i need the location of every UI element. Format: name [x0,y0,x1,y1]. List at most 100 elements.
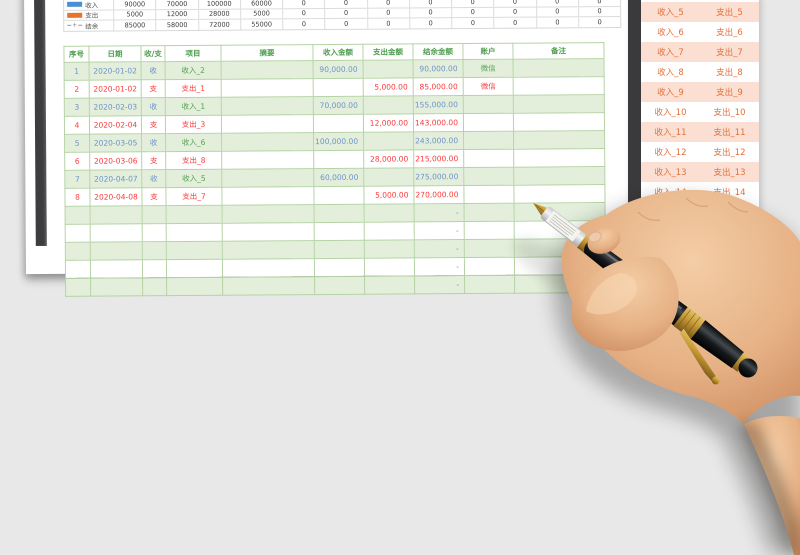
chart-table-value-cell[interactable]: 0 [283,19,326,29]
ledger-cell[interactable]: 2020-03-05 [89,133,142,153]
ledger-cell[interactable]: 12,000.00 [363,113,414,133]
expense-category-cell[interactable]: 支出_5 [716,8,743,18]
chart-table-value-cell[interactable]: 0 [452,17,495,28]
ledger-cell[interactable] [90,223,143,243]
chart-table-value-cell[interactable]: 90000 [114,0,157,9]
expense-category-cell[interactable]: 支出_6 [716,28,743,38]
ledger-cell[interactable]: 2 [64,80,90,99]
ledger-column-header[interactable]: 序号 [63,46,90,63]
ledger-cell[interactable]: 70,000.00 [313,96,364,115]
ledger-cell[interactable] [166,205,223,224]
ledger-cell[interactable] [166,241,223,260]
ledger-cell[interactable]: 270,000.00 [413,185,465,204]
ledger-cell[interactable] [514,274,606,294]
chart-table-value-cell[interactable]: 0 [367,0,410,8]
ledger-cell[interactable]: 6 [64,152,90,171]
income-category-cell[interactable]: 收入_11 [654,128,687,138]
ledger-cell[interactable] [221,150,314,170]
ledger-cell[interactable]: 2020-02-04 [89,115,142,135]
ledger-cell[interactable] [464,257,515,276]
ledger-cell[interactable]: 5,000.00 [363,77,414,97]
ledger-cell[interactable]: 2020-01-02 [89,61,142,81]
ledger-column-header[interactable]: 摘要 [220,44,314,62]
ledger-cell[interactable]: 90,000.00 [413,59,464,78]
ledger-cell[interactable] [513,94,605,114]
ledger-cell[interactable]: 2020-02-03 [89,97,142,117]
chart-table-value-cell[interactable]: 0 [283,8,326,19]
ledger-cell[interactable] [464,275,515,294]
ledger-cell[interactable] [222,222,315,242]
chart-table-value-cell[interactable]: 70000 [156,0,199,9]
ledger-cell[interactable]: 2020-04-07 [89,169,142,189]
ledger-cell[interactable]: 收入_1 [165,97,222,116]
ledger-cell[interactable] [221,186,315,206]
chart-table-value-cell[interactable]: 0 [494,7,537,17]
ledger-cell[interactable]: 243,000.00 [413,131,464,150]
ledger-cell[interactable] [363,167,414,187]
chart-table-value-cell[interactable]: 58000 [156,19,199,30]
ledger-column-header[interactable]: 账户 [462,43,514,60]
ledger-cell[interactable] [463,167,514,186]
ledger-cell[interactable] [142,223,167,242]
chart-series-legend[interactable]: 支出 [64,9,115,20]
ledger-cell[interactable]: 2020-01-02 [89,79,142,99]
chart-table-value-cell[interactable]: 85000 [114,20,157,30]
ledger-cell[interactable] [65,224,91,243]
ledger-cell[interactable]: 支出_7 [165,187,223,206]
ledger-cell[interactable]: 2020-03-06 [89,151,142,171]
ledger-cell[interactable] [363,59,414,79]
chart-table-value-cell[interactable]: 0 [597,7,602,16]
ledger-cell[interactable] [166,223,223,242]
chart-table-value-cell[interactable]: 0 [536,0,579,7]
income-category-cell[interactable]: 收入_9 [657,88,684,98]
ledger-cell[interactable] [142,259,167,278]
income-category-cell[interactable]: 收入_13 [654,168,687,178]
ledger-cell[interactable]: 143,000.00 [413,113,464,132]
chart-table-value-cell[interactable]: 0 [452,7,495,18]
ledger-cell[interactable] [513,58,605,78]
ledger-cell[interactable] [221,60,314,80]
ledger-cell[interactable]: 收 [141,169,166,188]
ledger-cell[interactable] [364,203,415,223]
ledger-cell[interactable] [142,205,167,224]
ledger-cell[interactable] [463,149,514,168]
ledger-cell[interactable] [65,278,91,297]
ledger-cell[interactable]: - [414,203,465,222]
chart-table-value-cell[interactable]: 72000 [198,19,242,30]
expense-category-cell[interactable]: 支出_14 [713,188,746,198]
ledger-cell[interactable] [464,239,515,258]
ledger-cell[interactable]: 微信 [463,77,514,96]
ledger-cell[interactable] [464,221,515,240]
ledger-cell[interactable]: 100,000.00 [313,132,364,151]
chart-table-value-cell[interactable]: 0 [494,0,537,7]
ledger-cell[interactable] [364,275,415,295]
expense-category-cell[interactable]: 支出_7 [716,48,743,58]
chart-series-legend[interactable]: + 结余 [64,20,115,30]
income-category-cell[interactable]: 收入_12 [654,148,687,158]
ledger-cell[interactable]: - [414,239,465,258]
chart-table-value-cell[interactable]: 0 [494,17,537,28]
ledger-cell[interactable] [514,238,606,258]
ledger-cell[interactable] [90,259,143,279]
ledger-cell[interactable]: 8 [64,188,91,207]
ledger-cell[interactable] [314,258,365,277]
chart-series-legend[interactable]: 收入 [64,0,115,9]
ledger-cell[interactable] [314,240,365,259]
chart-table-value-cell[interactable]: 0 [597,17,602,26]
ledger-cell[interactable] [313,186,365,205]
ledger-cell[interactable] [313,150,364,169]
ledger-cell[interactable]: 7 [64,170,90,189]
expense-category-cell[interactable]: 支出_13 [713,168,746,178]
ledger-cell[interactable] [222,204,315,224]
ledger-cell[interactable] [514,220,606,240]
chart-table-value-cell[interactable]: 0 [536,17,580,28]
chart-table-value-cell[interactable]: 0 [536,6,579,17]
ledger-column-header[interactable]: 备注 [512,42,605,60]
ledger-cell[interactable] [221,96,314,116]
ledger-cell[interactable]: 215,000.00 [413,149,464,168]
ledger-cell[interactable] [364,221,415,241]
ledger-cell[interactable] [90,241,143,261]
ledger-cell[interactable] [363,131,414,151]
ledger-cell[interactable] [464,203,515,222]
chart-table-value-cell[interactable]: 0 [283,0,326,8]
